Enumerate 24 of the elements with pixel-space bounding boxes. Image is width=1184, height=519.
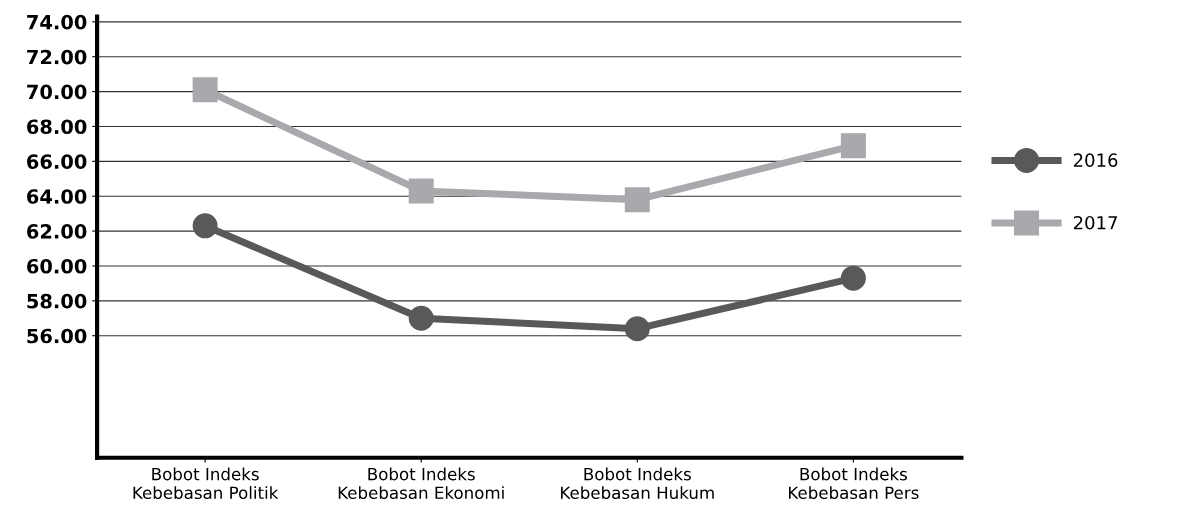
point (624, 316, 650, 342)
point (408, 178, 434, 204)
y-tick-label: 72.00 (27, 49, 87, 65)
y-tick-label: 56.00 (27, 328, 87, 344)
legend-label: 2016 (1073, 153, 1118, 167)
x-tick-label: Bobot Indeks Kebebasan Politik (133, 467, 279, 500)
y-tick-label: 62.00 (27, 224, 87, 239)
y-tick-label: 74.00 (27, 14, 87, 30)
x-tick-label: Bobot Indeks Kebebasan Ekonomi (338, 467, 504, 500)
y-tick-label: 70.00 (27, 84, 87, 100)
point (408, 305, 434, 331)
point (192, 77, 218, 103)
legend-label: 2017 (1073, 215, 1117, 230)
y-tick-label: 58.00 (27, 293, 87, 309)
point (840, 265, 866, 291)
y-tick-label: 68.00 (27, 119, 87, 135)
point (840, 133, 866, 159)
y-tick-label: 66.00 (27, 154, 87, 169)
y-tick-label: 64.00 (27, 189, 87, 204)
point (624, 187, 650, 213)
y-tick-label: 60.00 (27, 258, 87, 274)
point (192, 213, 218, 239)
x-tick-label: Bobot Indeks Kebebasan Pers (789, 467, 919, 500)
x-tick-label: Bobot Indeks Kebebasan Hukum (561, 467, 714, 500)
